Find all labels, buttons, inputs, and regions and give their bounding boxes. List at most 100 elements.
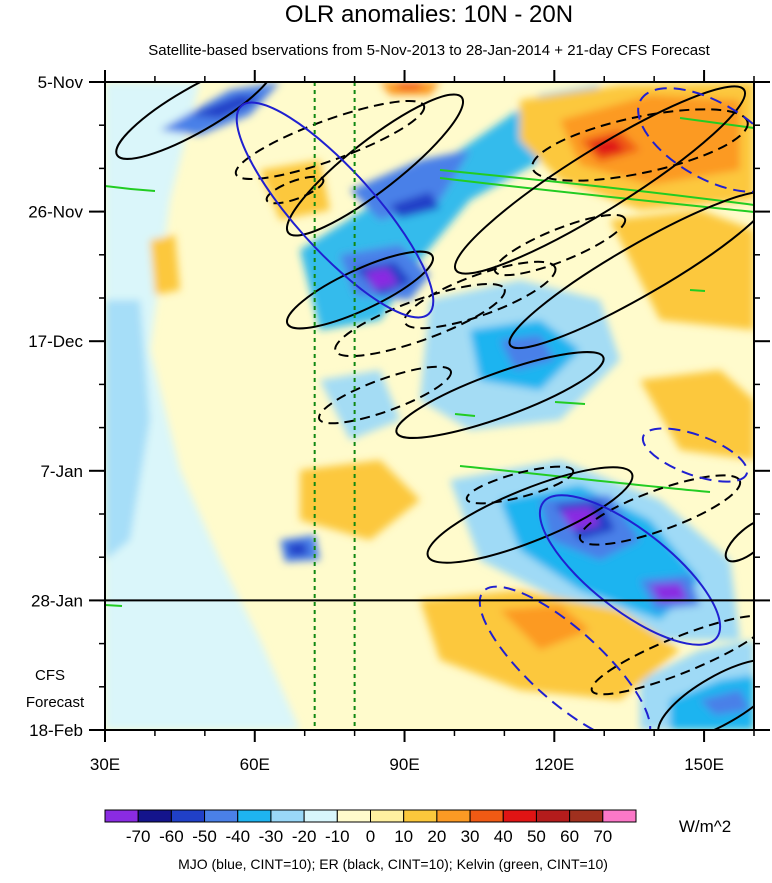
er-positive-contour [286,250,434,330]
colorbar-units: W/m^2 [679,817,731,836]
er-positive-contour [395,351,605,439]
chart-footer: MJO (blue, CINT=10); ER (black, CINT=10)… [178,856,608,872]
y-tick-label: 5-Nov [38,73,84,92]
kelvin-contour [105,604,123,607]
colorbar-label: 40 [494,827,513,846]
x-tick-label: 150E [684,755,724,774]
colorbar-label: 20 [427,827,446,846]
y-tick-label: 7-Jan [40,462,83,481]
er-positive-contour [453,85,747,275]
olr-anomaly-field [105,82,754,730]
er-positive-contour [115,82,275,160]
plot-frame [104,81,755,731]
kelvin-contour [554,401,586,405]
colorbar-label: -20 [292,827,317,846]
forecast-label-line1: CFS [35,667,65,684]
er-negative-contour [265,175,325,205]
olr-shading-patch [105,300,150,560]
mjo-contours [235,101,722,646]
colorbar-swatch [535,809,571,823]
colorbar-label: 70 [593,827,612,846]
er-negative-contour [493,213,627,277]
reference-longitude-lines [313,82,356,730]
olr-shading-patch [300,460,420,540]
olr-shading-patch [190,95,262,118]
y-tick-label: 26-Nov [28,203,83,222]
colorbar-swatch [569,809,604,823]
er-positive-contour [724,517,754,563]
olr-shading-patch [320,370,400,440]
colorbar-swatch [204,809,239,823]
kelvin-contour [439,169,754,206]
er-negative-contour [465,465,575,505]
colorbar-swatch [104,809,139,823]
colorbar-swatch [336,809,371,823]
olr-shading-patch [395,82,425,90]
forecast-label-line2: Forecast [26,694,85,711]
colorbar-label: 10 [394,827,413,846]
colorbar-swatch [270,809,305,823]
er-negative-contour [334,282,506,358]
olr-shading-patch [365,268,398,290]
colorbar-swatch [502,809,537,823]
olr-shading-patch [700,690,750,715]
colorbar-swatch [370,809,405,823]
colorbar-swatch [303,809,338,823]
plot-area [105,82,754,730]
olr-shading-patch [500,605,590,650]
colorbar-swatch [237,809,272,823]
er-positive-contour [426,466,634,564]
mjo-negative-contour [637,87,754,193]
kelvin-contour [689,289,706,292]
colorbar-swatch [602,809,637,823]
colorbar-label: -70 [126,827,151,846]
colorbar-label: 30 [461,827,480,846]
mjo-positive-contour [538,494,722,646]
er-negative-contours [234,99,754,696]
er-negative-contour [531,108,749,182]
kelvin-contour [679,117,754,129]
colorbar-label: 0 [366,827,375,846]
colorbar-label: -10 [325,827,350,846]
er-negative-contour [234,99,426,181]
mjo-positive-contour [235,101,435,319]
colorbar-swatch [403,809,438,823]
chart-subtitle: Satellite-based bservations from 5-Nov-2… [148,42,710,59]
mjo-negative-contours [478,87,754,730]
er-positive-contour [508,190,754,350]
kelvin-contour [459,465,711,493]
y-tick-label: 17-Dec [28,332,83,351]
mjo-negative-contour [641,427,749,483]
olr-shading-patch [590,138,625,156]
colorbar-swatch [469,809,504,823]
y-tick-label: 28-Jan [31,591,83,610]
colorbar-label: -60 [159,827,184,846]
mjo-negative-contour [478,585,652,730]
colorbar-label: -40 [225,827,250,846]
olr-shading-patch [640,370,754,460]
colorbar-label: -30 [259,827,284,846]
colorbar-label: 60 [560,827,579,846]
y-tick-label: 18-Feb [29,721,83,740]
er-contours [115,82,754,730]
y-axis: 5-Nov 26-Nov 17-Dec 7-Jan 28-Jan 18-Feb [28,73,770,740]
x-tick-label: 120E [534,755,574,774]
kelvin-contour [105,185,156,192]
colorbar-label: 50 [527,827,546,846]
chart-title: OLR anomalies: 10N - 20N [285,1,573,28]
er-negative-contour [317,365,453,425]
x-tick-label: 30E [90,755,120,774]
er-positive-contour [285,93,465,237]
olr-shading-patch [560,95,740,185]
colorbar-swatch [137,809,172,823]
olr-shading-patch [287,542,308,556]
kelvin-contour [454,413,476,417]
er-negative-contour [578,474,742,546]
x-tick-label: 90E [389,755,419,774]
x-tick-label: 60E [240,755,270,774]
olr-shading-patch [390,192,440,218]
colorbar-swatch [170,809,206,823]
olr-shading-patch [610,210,754,330]
er-negative-contour [590,614,754,696]
olr-shading-patch [650,583,688,602]
